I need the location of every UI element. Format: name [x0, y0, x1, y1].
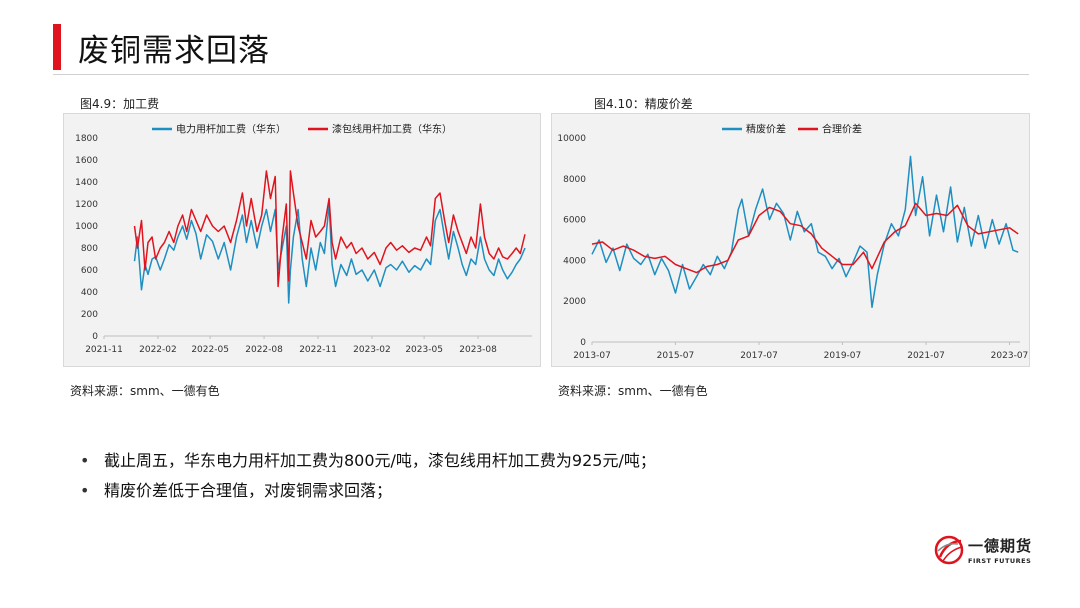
title-accent-bar [53, 24, 61, 70]
x-tick-label: 2021-11 [85, 345, 123, 355]
y-tick-label: 6000 [563, 216, 586, 226]
legend-label: 精废价差 [746, 123, 786, 136]
chart2-source: 资料来源：smm、一德有色 [558, 384, 708, 398]
summary-bullets: 截止周五，华东电力用杆加工费为800元/吨，漆包线用杆加工费为925元/吨； 精… [78, 446, 656, 506]
bullet-item: 截止周五，华东电力用杆加工费为800元/吨，漆包线用杆加工费为925元/吨； [78, 446, 656, 476]
y-tick-label: 1000 [75, 222, 98, 232]
y-tick-label: 400 [81, 288, 98, 298]
chart2-svg: 0 2000 4000 6000 8000 10000 2013-07 2015-07 2017… [557, 123, 1029, 362]
chart1-svg: 0 200 400 600 800 1000 1200 1400 1600 1800 2021-11… [75, 123, 532, 355]
series-line-2 [133, 170, 526, 288]
y-tick-label: 600 [81, 266, 98, 276]
x-tick-label: 2023-02 [353, 345, 391, 355]
bullet-item: 精废价差低于合理值，对废铜需求回落； [78, 476, 656, 506]
y-tick-label: 1400 [75, 178, 98, 188]
y-tick-label: 4000 [563, 256, 586, 266]
legend-label: 合理价差 [822, 123, 862, 136]
x-tick-label: 2015-07 [657, 351, 695, 361]
page-title: 废铜需求回落 [78, 33, 270, 69]
chart2-caption: 图4.10：精废价差 [594, 97, 693, 111]
legend-label: 电力用杆加工费（华东） [176, 123, 286, 136]
y-tick-label: 1800 [75, 134, 98, 144]
chart1-caption: 图4.9：加工费 [80, 97, 160, 111]
y-tick-label: 10000 [557, 134, 586, 144]
y-tick-label: 1200 [75, 200, 98, 210]
x-tick-label: 2023-05 [405, 345, 443, 355]
y-tick-label: 0 [580, 338, 586, 348]
y-tick-label: 1600 [75, 156, 98, 166]
logo-text-cn: 一德期货 [968, 537, 1033, 555]
x-tick-label: 2022-05 [191, 345, 229, 355]
x-tick-label: 2017-07 [740, 351, 778, 361]
y-tick-label: 2000 [563, 297, 586, 307]
x-tick-label: 2022-02 [139, 345, 177, 355]
chart2-panel: 0 2000 4000 6000 8000 10000 2013-07 2015-07 2017… [551, 113, 1030, 367]
x-tick-label: 2023-08 [459, 345, 497, 355]
y-tick-label: 0 [92, 332, 98, 342]
y-tick-label: 200 [81, 310, 98, 320]
series-line-1 [591, 155, 1019, 309]
x-tick-label: 2019-07 [824, 351, 862, 361]
title-divider [53, 74, 1029, 75]
chart1-panel: 0 200 400 600 800 1000 1200 1400 1600 1800 2021-11… [63, 113, 541, 367]
company-logo: 一德期货 FIRST FUTURES [934, 533, 1034, 573]
x-tick-label: 2013-07 [573, 351, 611, 361]
y-tick-label: 8000 [563, 175, 586, 185]
y-tick-label: 800 [81, 244, 98, 254]
chart1-source: 资料来源：smm、一德有色 [70, 384, 220, 398]
series-line-1 [133, 203, 526, 304]
logo-text-en: FIRST FUTURES [968, 557, 1032, 565]
series-line-2 [591, 202, 1019, 274]
x-tick-label: 2022-08 [245, 345, 283, 355]
x-tick-label: 2023-07 [991, 351, 1029, 361]
legend-label: 漆包线用杆加工费（华东） [332, 123, 452, 136]
x-tick-label: 2022-11 [299, 345, 337, 355]
logo-emblem-icon [934, 535, 964, 565]
x-tick-label: 2021-07 [907, 351, 945, 361]
